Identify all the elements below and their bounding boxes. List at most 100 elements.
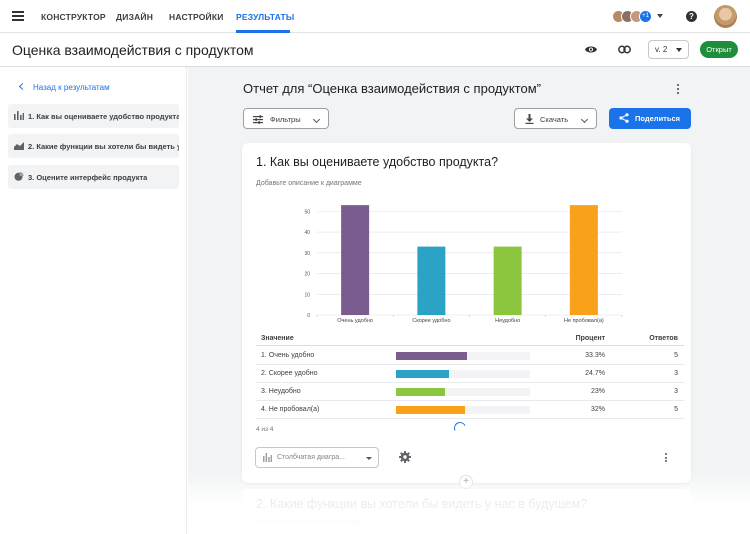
- row-percent: 24.7%: [585, 370, 605, 377]
- menu-icon[interactable]: [12, 11, 24, 21]
- active-tab-indicator: [236, 30, 290, 33]
- row-label: 1. Очень удобно: [261, 352, 315, 359]
- percent-bar: [396, 370, 530, 378]
- add-icon[interactable]: +: [459, 475, 473, 489]
- more-vert-icon[interactable]: [665, 453, 668, 463]
- tab-results[interactable]: РЕЗУЛЬТАТЫ: [236, 12, 295, 22]
- tab-constructor[interactable]: КОНСТРУКТОР: [41, 12, 106, 22]
- bar-chart-icon: [14, 111, 24, 120]
- filters-button[interactable]: Фильтры: [243, 108, 329, 129]
- bar: [417, 246, 446, 315]
- row-count: 3: [674, 388, 678, 395]
- download-label: Скачать: [540, 115, 569, 124]
- bar-chart: 0 10 20 30 40 50 Очень удобно Скорее удобно Неуд…: [304, 205, 623, 323]
- download-icon: [525, 114, 534, 124]
- table-row: 3. Неудобно 23% 3: [256, 383, 684, 401]
- chart-description[interactable]: Добавьте описание к диаграмме: [256, 180, 362, 187]
- main-content: Отчет для “Оценка взаимодействия с проду…: [188, 67, 750, 534]
- title-bar: Оценка взаимодействия с продуктом v. 2 О…: [0, 33, 750, 67]
- question-card: 1. Как вы оцениваете удобство продукта? …: [242, 143, 691, 483]
- download-button[interactable]: Скачать: [514, 108, 597, 129]
- chevron-down-icon[interactable]: [657, 14, 663, 18]
- row-percent: 23%: [590, 388, 605, 395]
- row-label: 4. Не пробовал(а): [261, 406, 320, 413]
- percent-bar-fill: [396, 370, 449, 378]
- tab-settings[interactable]: НАСТРОЙКИ: [169, 12, 224, 22]
- table-row: 4. Не пробовал(а) 32% 5: [256, 401, 684, 419]
- x-tick-label: Не пробовал(а): [564, 318, 604, 323]
- x-tick-label: Очень удобно: [337, 318, 373, 323]
- filters-label: Фильтры: [270, 115, 301, 124]
- link-icon[interactable]: [618, 45, 631, 54]
- x-tick-label: Неудобно: [495, 318, 520, 323]
- sidebar-item-question-3[interactable]: 3. Оцените интерфейс продукта: [8, 165, 179, 189]
- y-tick-label: 10: [304, 292, 310, 298]
- status-badge[interactable]: Открыт: [700, 41, 738, 58]
- report-title: Отчет для “Оценка взаимодействия с проду…: [243, 81, 541, 96]
- header-count: Ответов: [649, 335, 678, 342]
- chart-description[interactable]: Добавьте описание к диаграмме: [256, 519, 362, 526]
- eye-icon[interactable]: [585, 45, 597, 54]
- y-tick-label: 40: [304, 230, 310, 236]
- bar-chart-icon: [263, 453, 272, 462]
- tab-design[interactable]: ДИЗАЙН: [116, 12, 154, 22]
- pagination-info: 4 из 4: [256, 426, 274, 433]
- bar: [569, 205, 598, 315]
- chevron-left-icon: [18, 82, 27, 91]
- x-tick-label: Скорее удобно: [412, 318, 450, 323]
- question-card: 2. Какие функции вы хотели бы видеть у н…: [242, 489, 691, 534]
- chart-type-select[interactable]: Столбчатая диагра...: [255, 447, 379, 468]
- avatar-more-count: +1: [639, 10, 652, 23]
- row-percent: 33.3%: [585, 352, 605, 359]
- header-value: Значение: [261, 335, 294, 342]
- loading-spinner-icon: [452, 420, 468, 436]
- page-title: Оценка взаимодействия с продуктом: [12, 42, 254, 58]
- y-tick-label: 30: [304, 251, 310, 257]
- row-percent: 32%: [590, 406, 605, 413]
- back-to-results-link[interactable]: Назад к результатам: [18, 82, 110, 92]
- sidebar-item-label: 2. Какие функции вы хотели бы видеть у н…: [28, 142, 179, 151]
- sidebar-item-question-1[interactable]: 1. Как вы оцениваете удобство продукта?: [8, 104, 179, 128]
- table-row: 1. Очень удобно 33.3% 5: [256, 347, 684, 365]
- y-tick-label: 20: [304, 272, 310, 278]
- share-icon: [619, 113, 629, 123]
- chart-type-value: Столбчатая диагра...: [277, 454, 345, 461]
- row-label: 2. Скорее удобно: [261, 370, 318, 377]
- share-button[interactable]: Поделиться: [609, 108, 691, 129]
- version-select[interactable]: v. 2: [648, 40, 689, 59]
- y-tick-label: 50: [304, 209, 310, 215]
- question-title: 2. Какие функции вы хотели бы видеть у н…: [256, 497, 588, 511]
- percent-bar: [396, 388, 530, 396]
- table-header: Значение Процент Ответов: [256, 330, 684, 346]
- percent-bar-fill: [396, 352, 468, 360]
- bar: [493, 246, 522, 315]
- percent-bar: [396, 352, 530, 360]
- user-avatar[interactable]: [714, 5, 737, 28]
- question-title: 1. Как вы оцениваете удобство продукта?: [256, 155, 499, 169]
- top-nav: КОНСТРУКТОР ДИЗАЙН НАСТРОЙКИ РЕЗУЛЬТАТЫ …: [0, 0, 750, 33]
- back-link-label: Назад к результатам: [33, 83, 110, 92]
- percent-bar: [396, 406, 530, 414]
- tune-icon: [253, 115, 263, 124]
- percent-bar-fill: [396, 388, 446, 396]
- more-vert-icon[interactable]: [677, 84, 680, 95]
- percent-bar-fill: [396, 406, 465, 414]
- sidebar: Назад к результатам 1. Как вы оцениваете…: [0, 67, 187, 534]
- y-tick-label: 0: [307, 313, 310, 319]
- area-chart-icon: [14, 142, 24, 150]
- row-label: 3. Неудобно: [261, 388, 301, 395]
- sidebar-item-label: 3. Оцените интерфейс продукта: [28, 173, 148, 182]
- share-label: Поделиться: [635, 114, 681, 123]
- sidebar-item-question-2[interactable]: 2. Какие функции вы хотели бы видеть у н…: [8, 134, 179, 158]
- pie-chart-icon: [14, 172, 24, 181]
- gear-icon[interactable]: [399, 451, 411, 463]
- table-row: 2. Скорее удобно 24.7% 3: [256, 365, 684, 383]
- chevron-down-icon: [580, 115, 589, 124]
- chevron-down-icon: [676, 48, 682, 52]
- bar: [341, 205, 370, 315]
- version-value: v. 2: [655, 45, 668, 54]
- help-icon[interactable]: ?: [686, 11, 697, 22]
- row-count: 3: [674, 370, 678, 377]
- chevron-down-icon: [312, 115, 321, 124]
- row-count: 5: [674, 406, 678, 413]
